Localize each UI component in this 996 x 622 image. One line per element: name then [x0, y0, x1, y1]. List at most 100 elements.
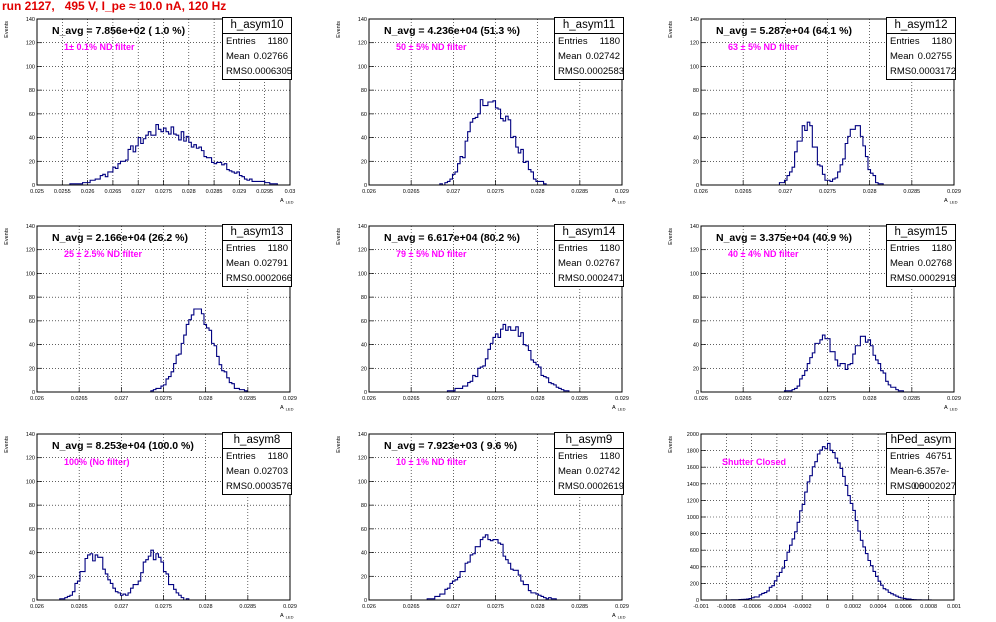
stats-title: h_asym13 — [223, 225, 291, 241]
x-tick-label: 0.0265 — [71, 396, 88, 402]
y-tick-label: 1000 — [687, 515, 699, 521]
filter-label: Shutter Closed — [722, 457, 787, 467]
stats-box: h_asym11 Entries 1180 Mean 0.02742 RMS 0.00025… — [554, 17, 624, 80]
stats-entries-label: Entries — [226, 243, 256, 254]
y-tick-label: 0 — [696, 598, 699, 604]
y-tick-label: 80 — [361, 295, 367, 301]
stats-rms-value: 0.0002583 — [579, 66, 625, 77]
stats-mean-value: 0.02766 — [253, 51, 288, 62]
stats-entries-value: 1180 — [931, 243, 952, 254]
filter-label: 50 ± 5% ND filter — [396, 42, 467, 52]
y-tick-label: 60 — [361, 112, 367, 118]
x-tick-label: 0.028 — [531, 396, 545, 402]
x-tick-label: 0.0275 — [155, 396, 172, 402]
x-tick-label: 0.0275 — [487, 189, 504, 195]
x-tick-label: 0.0275 — [155, 604, 172, 610]
y-tick-label: 20 — [361, 574, 367, 580]
x-tick-label: 0.0285 — [903, 189, 920, 195]
y-tick-label: 100 — [358, 479, 367, 485]
x-axis-title: A LED — [612, 613, 626, 620]
stats-rms-row: RMS 0.0003172 — [887, 64, 957, 79]
y-tick-label: 40 — [29, 551, 35, 557]
stats-mean-label: Mean — [226, 466, 250, 477]
stats-rms-label: RMS — [226, 481, 248, 492]
y-tick-label: 40 — [29, 343, 35, 349]
stats-entries-label: Entries — [890, 243, 920, 254]
histogram-panel-hPed_asym: -0.001 -0.0008 -0.0006 -0.0004 -0.0002 0 0.000… — [664, 415, 996, 622]
x-tick-label: 0.0265 — [403, 189, 420, 195]
y-tick-label: 0 — [364, 598, 367, 604]
y-tick-label: 60 — [693, 319, 699, 325]
histogram-panel-h_asym12: 0.026 0.0265 0.027 0.0275 0.028 0.0285 0.029 0 2… — [664, 0, 996, 207]
stats-mean-row: Mean 0.02703 — [223, 464, 291, 479]
x-tick-label: 0.029 — [283, 604, 297, 610]
y-tick-label: 1200 — [687, 498, 699, 504]
x-tick-label: 0.0285 — [903, 396, 920, 402]
x-tick-label: 0.0275 — [819, 396, 836, 402]
x-tick-label: 0.0285 — [239, 396, 256, 402]
histogram-panel-h_asym14: 0.026 0.0265 0.027 0.0275 0.028 0.0285 0.029 0 2… — [332, 207, 664, 414]
stats-rms-row: RMS 0.0002583 — [555, 64, 625, 79]
y-tick-label: 1800 — [687, 449, 699, 455]
y-tick-label: 140 — [358, 432, 367, 438]
x-tick-label: 0.0265 — [403, 604, 420, 610]
stats-rms-row: RMS 0.0002027 — [887, 479, 956, 494]
y-tick-label: 120 — [690, 41, 699, 47]
stats-mean-label: Mean — [558, 258, 582, 269]
y-tick-label: 60 — [29, 112, 35, 118]
y-tick-label: 1400 — [687, 482, 699, 488]
stats-title: h_asym9 — [555, 433, 623, 449]
stats-mean-row: Mean 0.02766 — [223, 49, 291, 64]
x-tick-label: 0.0285 — [571, 604, 588, 610]
x-tick-label: 0.0285 — [571, 189, 588, 195]
stats-entries-row: Entries 1180 — [887, 34, 955, 49]
stats-mean-value: 0.02767 — [585, 258, 620, 269]
y-tick-label: 80 — [361, 503, 367, 509]
x-tick-label: 0.027 — [446, 396, 460, 402]
plot-frame — [368, 18, 623, 186]
stats-entries-row: Entries 1180 — [223, 449, 291, 464]
x-tick-label: 0.026 — [362, 189, 376, 195]
stats-entries-value: 1180 — [267, 36, 288, 47]
plot-frame — [36, 225, 291, 393]
stats-mean-row: Mean 0.02768 — [887, 256, 955, 271]
x-tick-label: 0.026 — [362, 604, 376, 610]
y-tick-label: 100 — [358, 271, 367, 277]
y-tick-label: 100 — [358, 64, 367, 70]
x-tick-label: 0.027 — [778, 189, 792, 195]
x-tick-label: 0.0004 — [870, 604, 887, 610]
stats-rms-row: RMS 0.0002066 — [223, 271, 292, 286]
y-tick-label: 100 — [690, 271, 699, 277]
filter-label: 40 ± 4% ND filter — [728, 249, 799, 259]
y-tick-label: 40 — [693, 136, 699, 142]
x-tick-label: 0.027 — [114, 604, 128, 610]
y-tick-label: 100 — [26, 479, 35, 485]
stats-entries-value: 1180 — [931, 36, 952, 47]
histogram-line-hPed_asym — [701, 442, 954, 601]
y-tick-label: 80 — [29, 88, 35, 94]
stats-mean-label: Mean — [226, 258, 250, 269]
x-tick-label: 0.0006 — [895, 604, 912, 610]
y-tick-label: 60 — [361, 319, 367, 325]
plot-frame — [700, 225, 955, 393]
stats-entries-label: Entries — [890, 36, 920, 47]
x-tick-label: 0.026 — [694, 189, 708, 195]
plot-frame — [368, 225, 623, 393]
stats-mean-value: 0.02791 — [253, 258, 288, 269]
histogram-panel-h_asym8: 0.026 0.0265 0.027 0.0275 0.028 0.0285 0.029 0 2… — [0, 415, 332, 622]
navg-label: N_avg = 6.617e+04 (80.2 %) — [384, 232, 521, 244]
stats-rms-value: 0.0002919 — [911, 273, 957, 284]
y-tick-label: 0 — [696, 390, 699, 396]
x-tick-label: 0.03 — [285, 189, 296, 195]
stats-rms-label: RMS — [890, 481, 912, 492]
x-tick-label: 0.025 — [30, 189, 44, 195]
stats-mean-label: Mean — [226, 51, 250, 62]
stats-box: h_asym15 Entries 1180 Mean 0.02768 RMS 0.00029… — [886, 224, 956, 287]
histogram-plot: 0.026 0.0265 0.027 0.0275 0.028 0.0285 0.029 0 2… — [4, 432, 297, 620]
stats-rms-value: 0.0003172 — [911, 66, 957, 77]
stats-entries-value: 1180 — [267, 243, 288, 254]
plot-frame — [36, 18, 291, 186]
stats-title: h_asym14 — [555, 225, 623, 241]
stats-rms-label: RMS — [558, 66, 580, 77]
stats-title: h_asym15 — [887, 225, 955, 241]
